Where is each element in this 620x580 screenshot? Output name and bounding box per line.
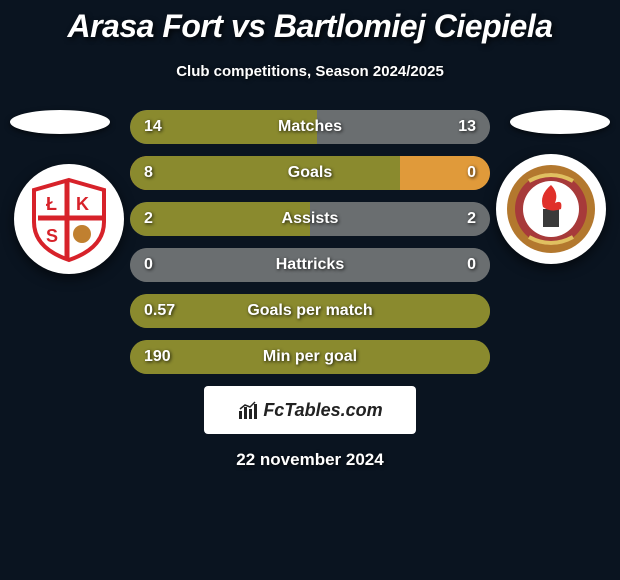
left-club-badge: Ł K S xyxy=(14,164,124,274)
stat-label: Assists xyxy=(130,210,490,228)
svg-text:Ł: Ł xyxy=(46,194,57,214)
stats-list: 14Matches138Goals02Assists20Hattricks00.… xyxy=(130,110,490,374)
lks-logo-icon: Ł K S xyxy=(24,174,114,264)
stat-label: Matches xyxy=(130,118,490,136)
znicz-logo-icon xyxy=(505,163,597,255)
svg-text:S: S xyxy=(46,226,58,246)
stat-label: Goals xyxy=(130,164,490,182)
right-club-badge xyxy=(496,154,606,264)
svg-text:K: K xyxy=(76,194,89,214)
stat-label: Min per goal xyxy=(130,348,490,366)
stat-label: Hattricks xyxy=(130,256,490,274)
fctables-chart-icon xyxy=(237,399,259,421)
stat-row: 2Assists2 xyxy=(130,202,490,236)
stat-value-right: 0 xyxy=(467,256,476,274)
stat-value-right: 13 xyxy=(458,118,476,136)
comparison-panel: Ł K S 14Matches138Goals02Assists20Hattri… xyxy=(0,110,620,470)
stat-value-right: 0 xyxy=(467,164,476,182)
right-flag-placeholder xyxy=(510,110,610,134)
stat-value-right: 2 xyxy=(467,210,476,228)
branding-text: FcTables.com xyxy=(263,400,382,421)
stat-row: 190Min per goal xyxy=(130,340,490,374)
stat-row: 0Hattricks0 xyxy=(130,248,490,282)
subtitle: Club competitions, Season 2024/2025 xyxy=(0,63,620,80)
stat-label: Goals per match xyxy=(130,302,490,320)
stat-row: 14Matches13 xyxy=(130,110,490,144)
report-date: 22 november 2024 xyxy=(0,450,620,470)
page-title: Arasa Fort vs Bartlomiej Ciepiela xyxy=(0,0,620,45)
stat-row: 0.57Goals per match xyxy=(130,294,490,328)
fctables-branding: FcTables.com xyxy=(204,386,416,434)
left-flag-placeholder xyxy=(10,110,110,134)
stat-row: 8Goals0 xyxy=(130,156,490,190)
